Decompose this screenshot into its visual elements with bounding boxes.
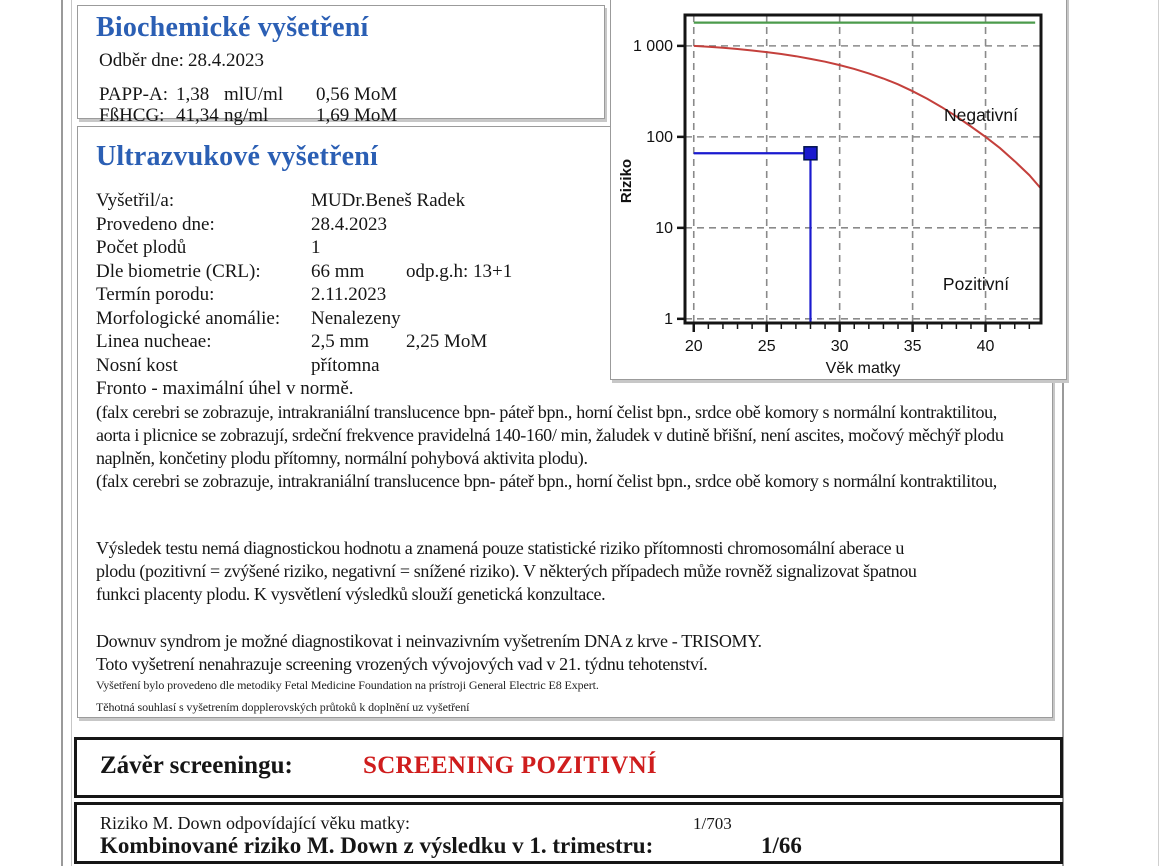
y-tick-label: 100 (646, 129, 673, 146)
row-value: MUDr.Beneš Radek (311, 190, 466, 211)
biochemical-exam-title: Biochemické vyšetření (96, 12, 369, 43)
paragraph-line: plodu (pozitivní = zvýšené riziko, negat… (96, 561, 917, 581)
disclaimer-paragraph: Výsledek testu nemá diagnostickou hodnot… (96, 537, 917, 606)
table-row: Počet plodů 1 (96, 236, 512, 260)
age-risk-label: Riziko M. Down odpovídající věku matky: (100, 813, 410, 833)
row-label: Linea nucheae: (96, 331, 212, 352)
patient-result-marker (803, 146, 818, 161)
fbhcg-value: 41,34 (176, 105, 219, 126)
conclusion-header-box: Závěr screeningu: SCREENING POZITIVNÍ (74, 737, 1063, 798)
page-edge-line-right-inner (1062, 0, 1064, 866)
paragraph-line: (falx cerebri se zobrazuje, intrakraniál… (96, 471, 997, 491)
paragraph-line: Toto vyšetrení nenahrazuje screening vro… (96, 654, 708, 674)
row-value: 2.11.2023 (311, 284, 387, 305)
age-risk-value: 1/703 (693, 814, 732, 833)
x-tick-label: 35 (904, 338, 922, 355)
x-tick-label: 40 (977, 338, 995, 355)
table-row: PAPP-A: 1,38 mlU/ml 0,56 MoM (99, 84, 397, 106)
paragraph-line: Výsledek testu nemá diagnostickou hodnot… (96, 538, 905, 558)
combined-risk-value: 1/66 (761, 833, 802, 858)
row-value: 1 (311, 237, 321, 258)
findings-paragraph: (falx cerebri se zobrazuje, intrakraniál… (96, 401, 1004, 493)
combined-risk-label: Kombinované riziko M. Down z výsledku v … (100, 833, 654, 858)
table-row: Linea nucheae: 2,5 mm 2,25 MoM (96, 330, 512, 354)
table-row: Morfologické anomálie: Nenalezeny (96, 307, 512, 331)
table-row: FßHCG: 41,34 ng/ml 1,69 MoM (99, 105, 397, 127)
table-row: Provedeno dne: 28.4.2023 (96, 213, 512, 237)
row-label: Nosní kost (96, 354, 178, 376)
ultrasound-exam-title: Ultrazvukové vyšetření (96, 141, 379, 172)
fbhcg-mom: 1,69 MoM (316, 105, 398, 126)
x-tick-label: 20 (685, 338, 703, 355)
x-tick-label: 30 (831, 338, 849, 355)
row-label: Termín porodu: (96, 284, 215, 305)
footnote-method: Vyšetření bylo provedeno dle metodiky Fe… (96, 678, 599, 692)
y-axis-label: Riziko (618, 159, 635, 203)
negative-region-label: Negativní (944, 105, 1018, 125)
y-tick-label: 10 (655, 220, 673, 237)
row-value: přítomna (311, 354, 380, 376)
pappa-value: 1,38 (176, 84, 210, 105)
table-row: Nosní kost přítomna (96, 354, 512, 378)
paragraph-line: naplněn, končetiny plodu přítomny, normá… (96, 448, 588, 468)
row-label: Vyšetřil/a: (96, 190, 175, 211)
footnote-consent: Těhotná souhlasí s vyšetrením dopplerovs… (96, 700, 470, 714)
row-value: Nenalezeny (311, 307, 401, 329)
fbhcg-unit: ng/ml (224, 105, 269, 126)
y-tick-label: 1 000 (633, 38, 673, 55)
risk-chart-box: 20 25 30 35 40 1 000 100 10 1 Věk matky Riziko Nega… (610, 0, 1067, 380)
screening-result: SCREENING POZITIVNÍ (363, 752, 657, 779)
table-row: Termín porodu: 2.11.2023 (96, 283, 512, 307)
row-label: Počet plodů (96, 237, 187, 258)
age-risk-curve (693, 44, 1042, 190)
plot-frame (683, 13, 1043, 325)
ultrasound-note-line: Fronto - maximální úhel v normě. (96, 378, 354, 399)
fbhcg-label: FßHCG: (99, 105, 165, 126)
row-label: Provedeno dne: (96, 213, 215, 235)
row-value: 28.4.2023 (311, 213, 387, 235)
row-value: 66 mm (311, 260, 365, 282)
positive-region-label: Pozitivní (943, 274, 1009, 294)
table-row: Vyšetřil/a: MUDr.Beneš Radek (96, 189, 512, 213)
sample-date-value: 28.4.2023 (188, 50, 264, 71)
risk-chart: 20 25 30 35 40 1 000 100 10 1 Věk matky Riziko Nega… (618, 13, 1043, 377)
sample-date-label: Odběr dne: (99, 50, 184, 71)
row-extra: 2,25 MoM (406, 331, 488, 352)
conclusion-title: Závěr screeningu: (100, 752, 293, 779)
page-edge-line-right-outer (1158, 0, 1159, 866)
paragraph-line: Downuv syndrom je možné diagnostikovat i… (96, 631, 762, 651)
page-edge-line-left-inner (71, 0, 72, 866)
paragraph-line: (falx cerebri se zobrazuje, intrakraniál… (96, 402, 997, 422)
ultrasound-rows: Vyšetřil/a: MUDr.Beneš Radek Provedeno d… (96, 189, 512, 401)
trisomy-paragraph: Downuv syndrom je možné diagnostikovat i… (96, 630, 762, 676)
y-tick-label: 1 (664, 311, 673, 328)
x-axis-label: Věk matky (826, 360, 901, 377)
paragraph-line: aorta i plicnice se zobrazují, srdeční f… (96, 425, 1004, 445)
page-edge-line-left-outer (61, 0, 63, 866)
sample-date-row: Odběr dne: 28.4.2023 (99, 50, 264, 72)
row-label: Morfologické anomálie: (96, 307, 281, 329)
row-value: 2,5 mm (311, 331, 370, 352)
pappa-label: PAPP-A: (99, 84, 169, 105)
row-label: Dle biometrie (CRL): (96, 260, 261, 282)
biochemical-exam-box: Biochemické vyšetření Odběr dne: 28.4.20… (77, 5, 605, 126)
pappa-unit: mlU/ml (224, 84, 284, 105)
x-tick-label: 25 (758, 338, 776, 355)
table-row: Dle biometrie (CRL): 66 mm odp.g.h: 13+1 (96, 260, 512, 284)
pappa-mom: 0,56 MoM (316, 84, 398, 105)
row-extra: odp.g.h: 13+1 (406, 260, 513, 282)
paragraph-line: funkci placenty plodu. K vysvětlení výsl… (96, 584, 606, 604)
conclusion-detail-box: Riziko M. Down odpovídající věku matky: … (74, 802, 1063, 864)
